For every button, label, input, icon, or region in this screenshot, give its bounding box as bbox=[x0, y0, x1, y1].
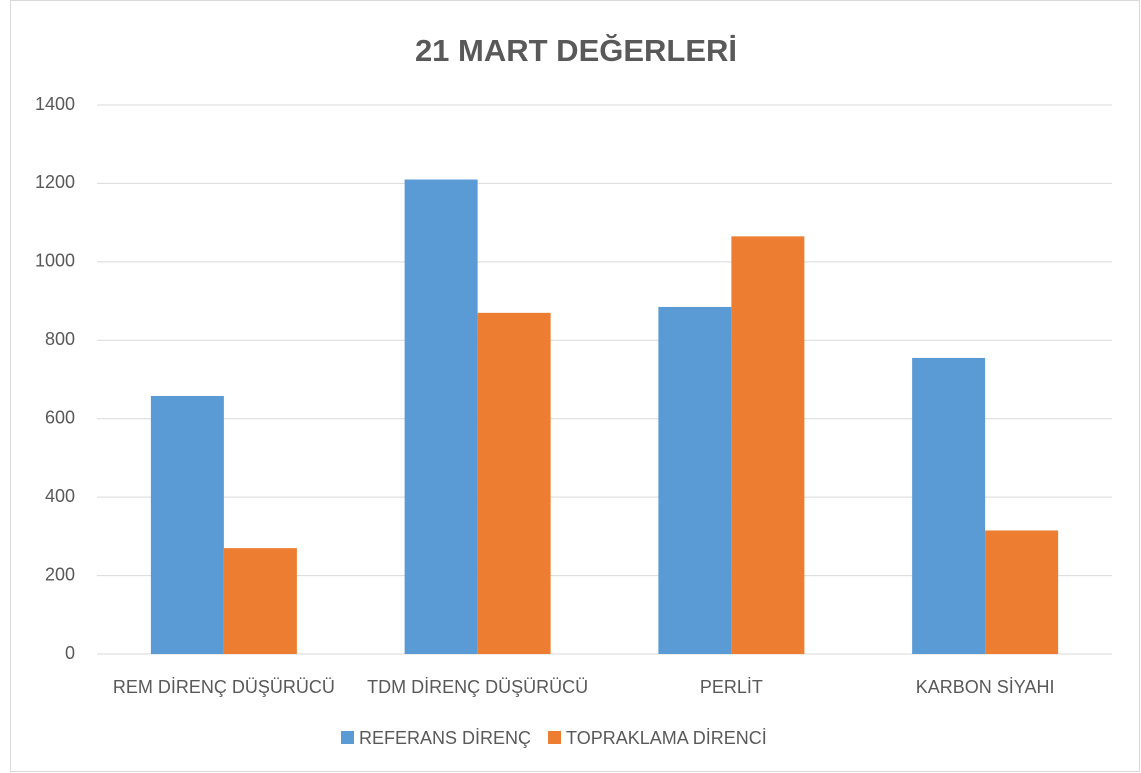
y-tick-label: 1400 bbox=[35, 94, 75, 114]
y-tick-label: 400 bbox=[45, 486, 75, 506]
bar bbox=[150, 395, 224, 654]
chart-title: 21 MART DEĞERLERİ bbox=[415, 33, 737, 68]
bar bbox=[477, 312, 551, 654]
bar bbox=[985, 530, 1059, 654]
legend-label: TOPRAKLAMA DİRENCİ bbox=[566, 728, 767, 748]
x-tick-label: PERLİT bbox=[700, 677, 763, 697]
bar bbox=[731, 236, 805, 654]
y-tick-label: 800 bbox=[45, 329, 75, 349]
x-tick-label: TDM DİRENÇ DÜŞÜRÜCÜ bbox=[367, 677, 588, 697]
bar bbox=[404, 179, 478, 654]
y-tick-label: 0 bbox=[65, 643, 75, 663]
x-tick-label: KARBON SİYAHI bbox=[916, 677, 1055, 697]
y-tick-label: 600 bbox=[45, 407, 75, 427]
y-tick-label: 200 bbox=[45, 564, 75, 584]
legend-label: REFERANS DİRENÇ bbox=[359, 728, 531, 748]
x-tick-label: REM DİRENÇ DÜŞÜRÜCÜ bbox=[113, 677, 335, 697]
bar bbox=[658, 306, 732, 654]
legend-swatch bbox=[341, 731, 354, 744]
bar bbox=[912, 357, 986, 654]
y-tick-label: 1200 bbox=[35, 172, 75, 192]
legend-swatch bbox=[548, 731, 562, 744]
bar bbox=[223, 548, 297, 654]
y-tick-label: 1000 bbox=[35, 251, 75, 271]
